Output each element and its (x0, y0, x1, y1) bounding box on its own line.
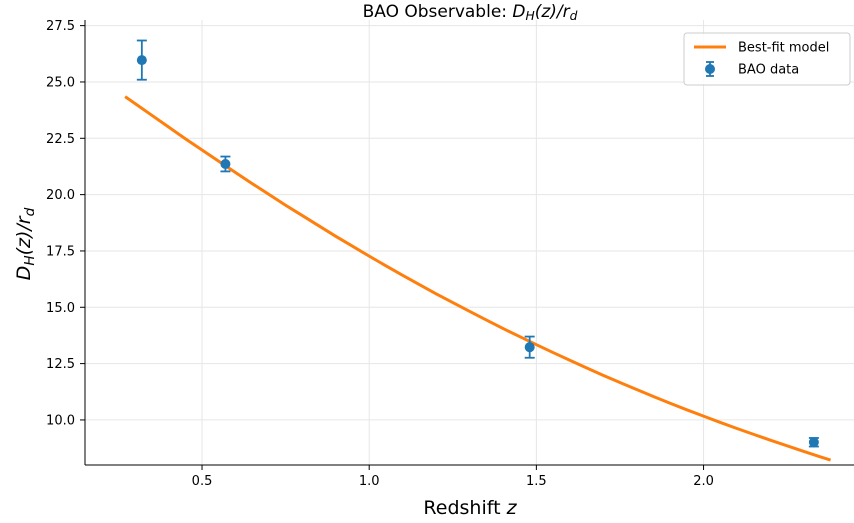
y-tick-label: 25.0 (46, 75, 75, 90)
x-tick-label: 0.5 (192, 474, 213, 489)
data-marker (808, 437, 819, 448)
data-point (808, 437, 819, 448)
legend: Best-fit model BAO data (683, 32, 851, 86)
legend-label: BAO data (738, 63, 799, 78)
y-tick-label: 10.0 (46, 413, 75, 428)
model-curve (124, 95, 832, 462)
legend-entry-data: BAO data (705, 61, 799, 78)
x-axis-label: Redshift z (423, 497, 517, 519)
y-tick-label: 12.5 (46, 357, 75, 372)
data-point (136, 39, 147, 81)
y-tick-label: 22.5 (46, 132, 75, 147)
x-tick-label: 1.5 (526, 474, 547, 489)
y-tick-label: 17.5 (46, 244, 75, 259)
data-marker (220, 158, 231, 169)
data-point (524, 335, 535, 359)
grid (85, 20, 854, 465)
legend-entry-model: Best-fit model (694, 41, 829, 56)
legend-marker-swatch (705, 64, 715, 74)
data-marker (136, 55, 147, 66)
y-tick-label: 27.5 (46, 19, 75, 34)
legend-label: Best-fit model (738, 41, 829, 56)
data-marker (524, 342, 535, 353)
chart-title: BAO Observable: DH(z)/rd (363, 2, 578, 23)
y-axis-label: DH(z)/rd (13, 207, 38, 280)
x-tick-label: 2.0 (693, 474, 714, 489)
axes: 0.5 1.0 1.5 2.0 10.0 12.5 15.0 17.5 20.0 22.5 25.0… (46, 19, 854, 489)
y-tick-label: 15.0 (46, 301, 75, 316)
y-tick-label: 20.0 (46, 188, 75, 203)
data-point (220, 155, 231, 173)
plot-area (124, 39, 832, 462)
x-tick-label: 1.0 (359, 474, 380, 489)
